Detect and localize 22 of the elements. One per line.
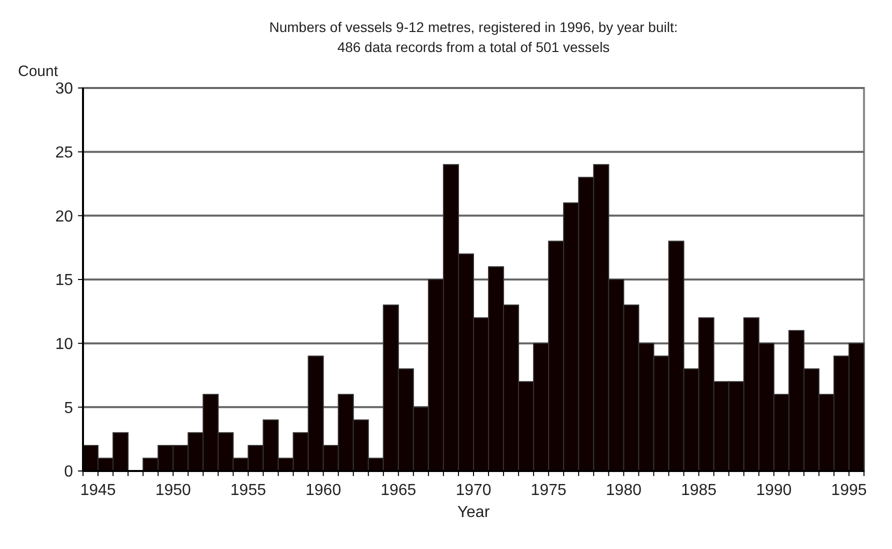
x-tick-label: 1985 <box>680 482 717 499</box>
y-tick-label: 20 <box>55 208 74 226</box>
chart-title: Numbers of vessels 9-12 metres, registered in 1996, by year built: <box>269 19 678 35</box>
x-tick-label: 1945 <box>80 482 116 499</box>
x-tick-label: 1950 <box>155 482 192 499</box>
y-tick-label: 15 <box>55 272 74 290</box>
x-tick-label: 1970 <box>456 482 492 499</box>
y-tick-label: 0 <box>64 464 74 481</box>
y-tick-label: 30 <box>55 80 74 98</box>
y-tick-label: 5 <box>64 400 74 417</box>
x-tick-label: 1975 <box>530 482 566 499</box>
y-tick-label: 25 <box>55 144 74 162</box>
x-tick-label: 1980 <box>606 482 642 499</box>
x-tick-label: 1995 <box>831 482 867 499</box>
x-tick-label: 1965 <box>380 482 416 499</box>
y-axis-title: Count <box>18 63 59 80</box>
x-tick-label: 1955 <box>230 482 266 499</box>
chart-subtitle: 486 data records from a total of 501 vessels <box>337 39 610 55</box>
x-tick-label: 1990 <box>756 482 792 499</box>
x-tick-label: 1960 <box>306 482 342 499</box>
y-tick-label: 10 <box>55 336 74 353</box>
x-axis-title: Year <box>457 504 490 521</box>
